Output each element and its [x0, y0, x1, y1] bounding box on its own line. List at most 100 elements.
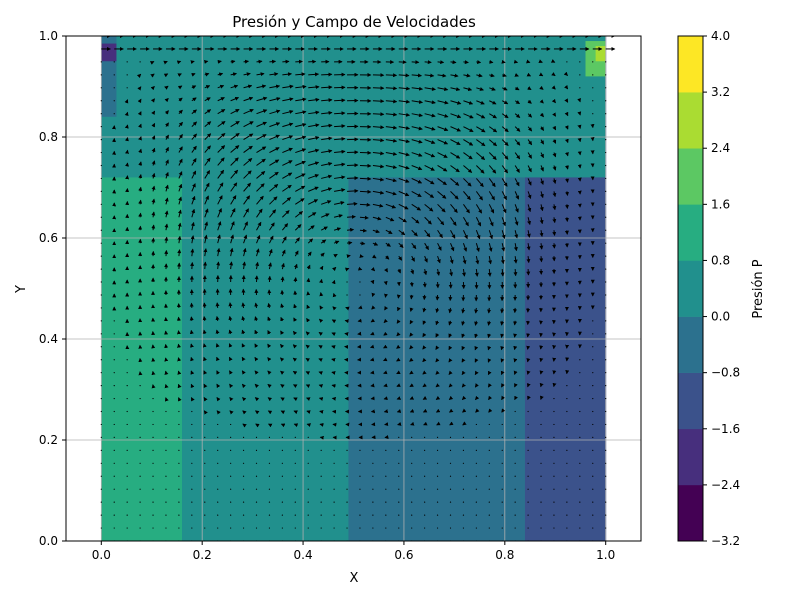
quiver-arrow — [488, 395, 493, 401]
quiver-arrow — [256, 208, 263, 218]
quiver-arrow — [566, 61, 568, 63]
quiver-arrow — [294, 211, 304, 218]
quiver-arrow — [513, 320, 518, 326]
quiver-arrow — [280, 410, 286, 415]
quiver-arrow — [230, 449, 232, 451]
quiver-arrow — [333, 475, 335, 477]
quiver-arrow — [126, 410, 128, 413]
quiver-arrow — [165, 436, 167, 439]
quiver-arrow — [540, 165, 544, 172]
quiver-arrow — [165, 146, 169, 153]
quiver-arrow — [217, 72, 224, 77]
quiver-arrow — [307, 527, 309, 529]
quiver-arrow — [424, 86, 436, 91]
quiver-arrow — [100, 177, 102, 180]
quiver-arrow — [346, 214, 356, 219]
quiver-arrow — [488, 243, 493, 252]
quiver-arrow — [268, 248, 273, 257]
quiver-arrow — [217, 488, 219, 490]
quiver-arrow — [502, 73, 507, 78]
quiver-arrow — [435, 383, 440, 388]
quiver-arrow — [230, 501, 232, 503]
quiver-arrow — [527, 126, 533, 132]
quiver-arrow — [411, 242, 417, 250]
quiver-arrow — [579, 514, 581, 516]
quiver-arrow — [605, 126, 607, 128]
pressure-contours — [101, 36, 607, 541]
quiver-arrow — [592, 436, 594, 439]
quiver-arrow — [229, 247, 234, 257]
quiver-arrow — [295, 84, 307, 89]
quiver-arrow — [514, 100, 521, 105]
quiver-arrow — [436, 436, 439, 439]
velocity-quiver — [100, 36, 616, 541]
quiver-arrow — [230, 436, 232, 439]
quiver-arrow — [385, 99, 398, 104]
quiver-arrow — [293, 330, 298, 336]
quiver-arrow — [384, 306, 389, 311]
quiver-arrow — [137, 123, 142, 129]
quiver-arrow — [359, 176, 372, 181]
quiver-arrow — [295, 148, 307, 154]
quiver-arrow — [566, 436, 568, 439]
quiver-arrow — [372, 449, 374, 451]
quiver-arrow — [488, 139, 498, 147]
quiver-arrow — [385, 112, 398, 117]
quiver-arrow — [217, 97, 225, 102]
quiver-arrow — [100, 190, 102, 192]
quiver-arrow — [204, 436, 206, 439]
quiver-arrow — [165, 159, 169, 166]
quiver-arrow — [436, 501, 439, 503]
quiver-arrow — [527, 139, 533, 146]
quiver-arrow — [384, 267, 388, 273]
quiver-arrow — [178, 146, 183, 153]
quiver-arrow — [540, 527, 542, 529]
quiver-arrow — [293, 397, 298, 402]
quiver-arrow — [450, 242, 455, 252]
quiver-arrow — [204, 72, 210, 77]
quiver-arrow — [540, 126, 544, 131]
quiver-arrow — [385, 164, 398, 169]
quiver-arrow — [100, 138, 102, 141]
quiver-arrow — [100, 281, 102, 283]
colorbar-band — [678, 484, 703, 542]
quiver-arrow — [113, 320, 115, 322]
quiver-arrow — [163, 73, 169, 78]
quiver-arrow — [138, 136, 142, 141]
quiver-arrow — [579, 462, 581, 464]
colorbar-tick-label: 0.0 — [711, 310, 730, 324]
quiver-arrow — [424, 242, 429, 251]
quiver-arrow — [488, 488, 490, 490]
quiver-arrow — [229, 397, 234, 402]
quiver-arrow — [267, 343, 272, 349]
quiver-arrow — [422, 357, 427, 363]
colorbar-band — [678, 92, 703, 149]
quiver-arrow — [242, 397, 247, 402]
quiver-arrow — [461, 395, 467, 401]
quiver-arrow — [217, 145, 226, 153]
quiver-arrow — [450, 191, 459, 200]
quiver-arrow — [346, 281, 348, 283]
quiver-arrow — [126, 372, 128, 374]
quiver-arrow — [217, 449, 219, 451]
quiver-arrow — [190, 248, 195, 257]
quiver-arrow — [463, 191, 471, 201]
quiver-arrow — [566, 449, 568, 451]
quiver-arrow — [500, 269, 505, 277]
quiver-arrow — [359, 254, 364, 259]
quiver-arrow — [424, 436, 426, 439]
quiver-arrow — [385, 177, 397, 183]
quiver-arrow — [256, 158, 266, 166]
quiver-arrow — [501, 488, 503, 490]
quiver-arrow — [230, 120, 240, 128]
quiver-arrow — [526, 230, 531, 238]
quiver-arrow — [269, 222, 275, 231]
quiver-arrow — [100, 462, 102, 464]
quiver-arrow — [306, 397, 311, 402]
quiver-arrow — [216, 396, 221, 402]
quiver-arrow — [424, 152, 436, 158]
quiver-arrow — [113, 449, 115, 451]
quiver-arrow — [450, 216, 457, 226]
quiver-arrow — [398, 112, 411, 117]
quiver-arrow — [474, 269, 479, 277]
